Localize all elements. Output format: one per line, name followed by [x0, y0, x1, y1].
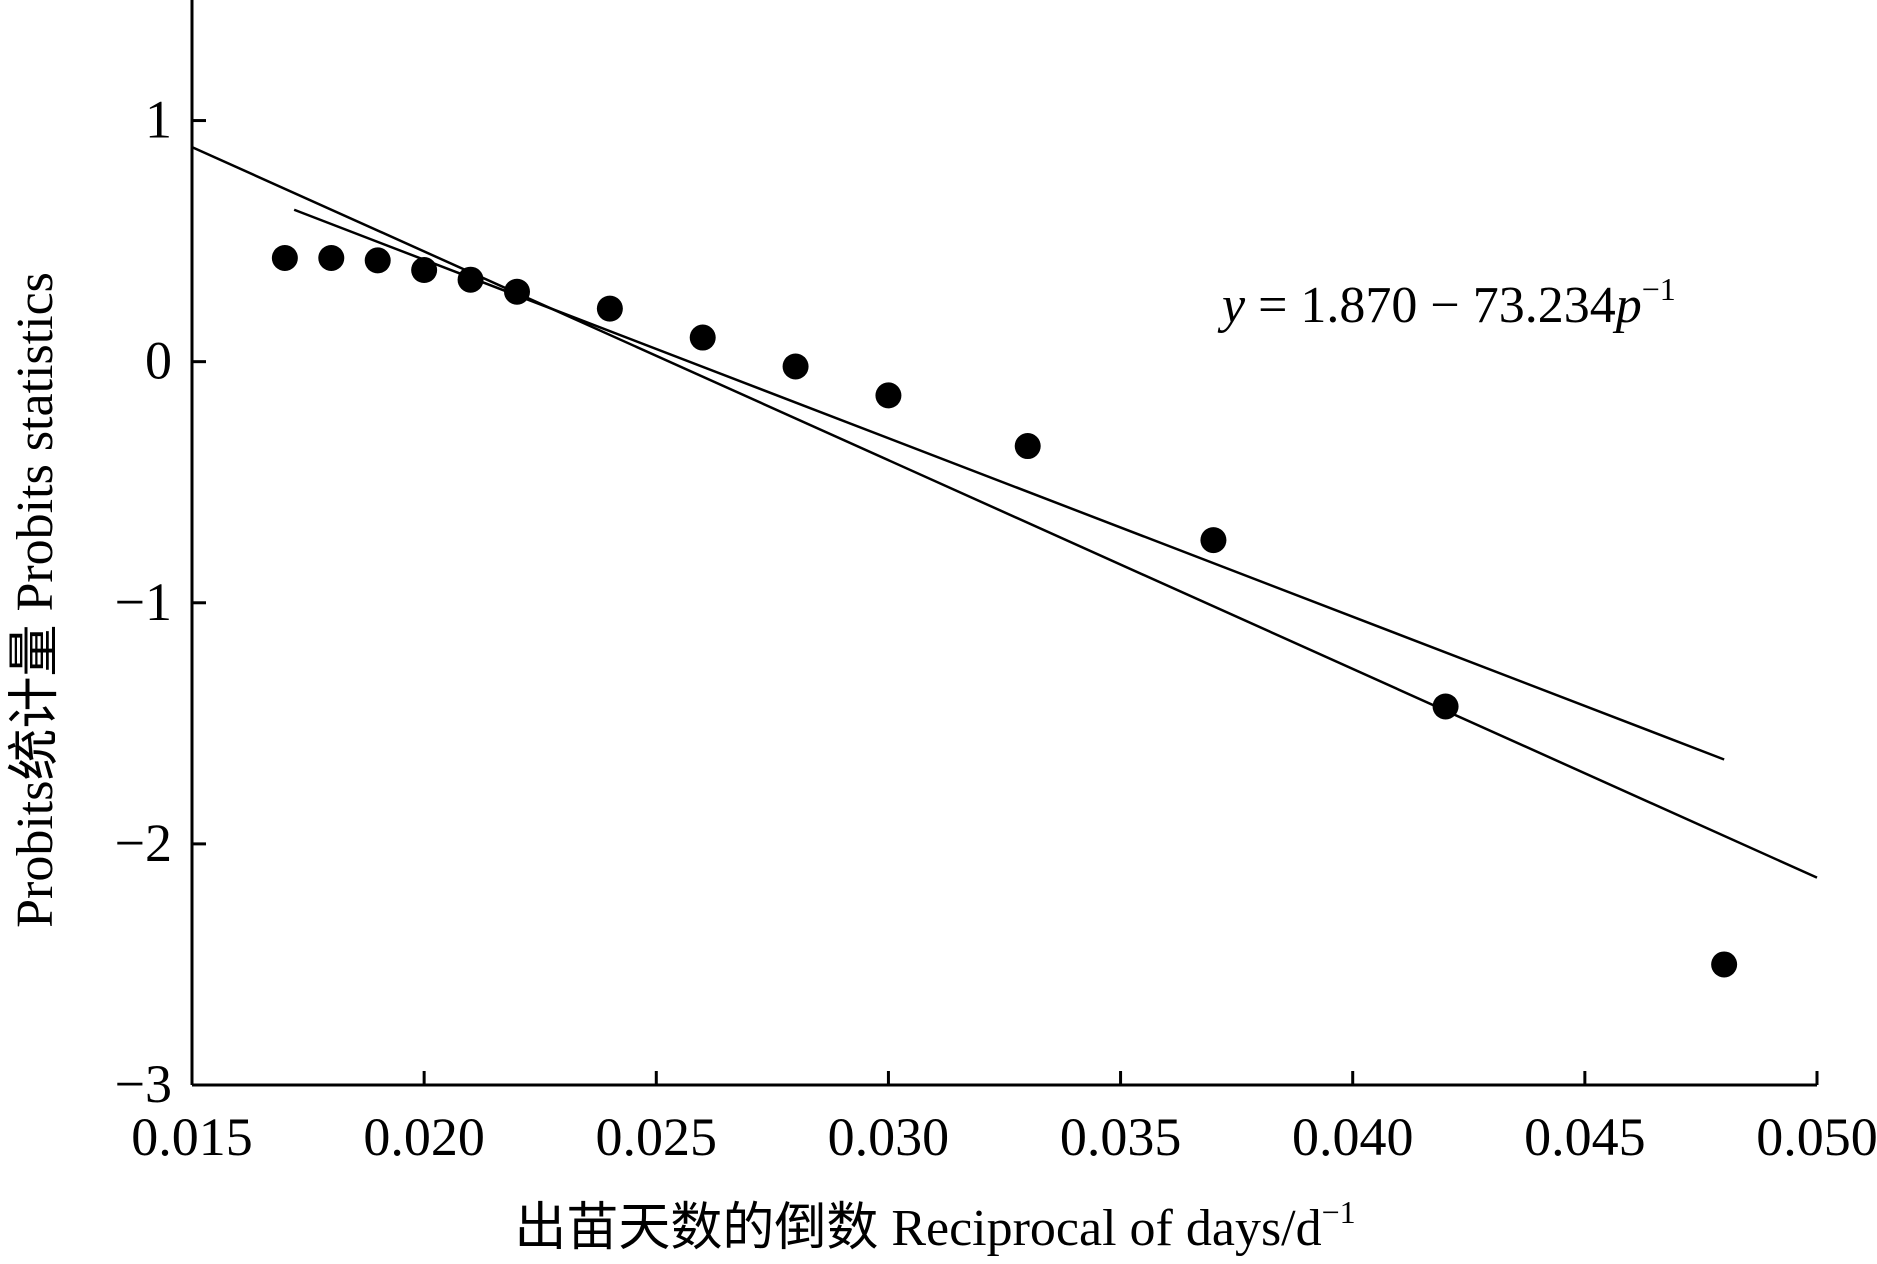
x-tick-label: 0.015 — [131, 1107, 253, 1167]
y-tick-label: 1 — [145, 90, 172, 150]
x-tick-label: 0.020 — [363, 1107, 485, 1167]
regression-lines — [191, 145, 1818, 879]
data-point — [504, 278, 530, 305]
x-tick-label: 0.045 — [1524, 1107, 1646, 1167]
data-point — [689, 324, 716, 351]
data-point — [1200, 527, 1227, 554]
y-tick-label: −2 — [115, 813, 172, 873]
y-tick-label: −1 — [115, 572, 172, 632]
x-tick-label: 0.035 — [1060, 1107, 1182, 1167]
y-axis-ticks: 1 0 −1 −2 −3 — [115, 90, 206, 1114]
y-tick-label: 0 — [145, 331, 172, 391]
data-point — [318, 244, 345, 271]
x-axis-title: 出苗天数的倒数 Reciprocal of days/d−1 — [514, 1194, 1355, 1257]
y-axis-title: Probits统计量 Probits statistics — [7, 272, 64, 928]
x-tick-label: 0.050 — [1756, 1107, 1877, 1167]
data-point — [1432, 693, 1459, 720]
data-point — [364, 247, 391, 274]
x-tick-label: 0.030 — [828, 1107, 950, 1167]
equation-y-var: y — [1217, 277, 1246, 334]
plot-area — [190, 0, 1817, 1087]
data-point — [1711, 951, 1738, 978]
data-point — [782, 353, 809, 380]
fit-line-1 — [191, 145, 1818, 879]
data-point — [1014, 433, 1041, 460]
data-point — [411, 257, 438, 284]
data-point — [271, 244, 298, 271]
equation-p-var: p — [1612, 277, 1642, 334]
equation-label: y = 1.870 − 73.234p−1 — [1217, 271, 1676, 334]
x-axis-title-text: 出苗天数的倒数 Reciprocal of days/d — [514, 1200, 1321, 1257]
equation-superscript: −1 — [1642, 271, 1676, 307]
data-point — [875, 382, 902, 409]
x-axis-title-superscript: −1 — [1322, 1194, 1356, 1230]
x-tick-label: 0.025 — [596, 1107, 718, 1167]
data-point — [457, 266, 484, 293]
y-tick-label: −3 — [115, 1054, 172, 1114]
equation-body: = 1.870 − 73.234 — [1245, 277, 1616, 334]
data-points — [271, 244, 1738, 978]
data-point — [596, 295, 623, 322]
x-tick-label: 0.040 — [1292, 1107, 1414, 1167]
fit-line-2 — [293, 208, 1725, 761]
x-axis-ticks: 0.015 0.020 0.025 0.030 0.035 0.040 0.045 0.050 — [131, 1071, 1877, 1167]
